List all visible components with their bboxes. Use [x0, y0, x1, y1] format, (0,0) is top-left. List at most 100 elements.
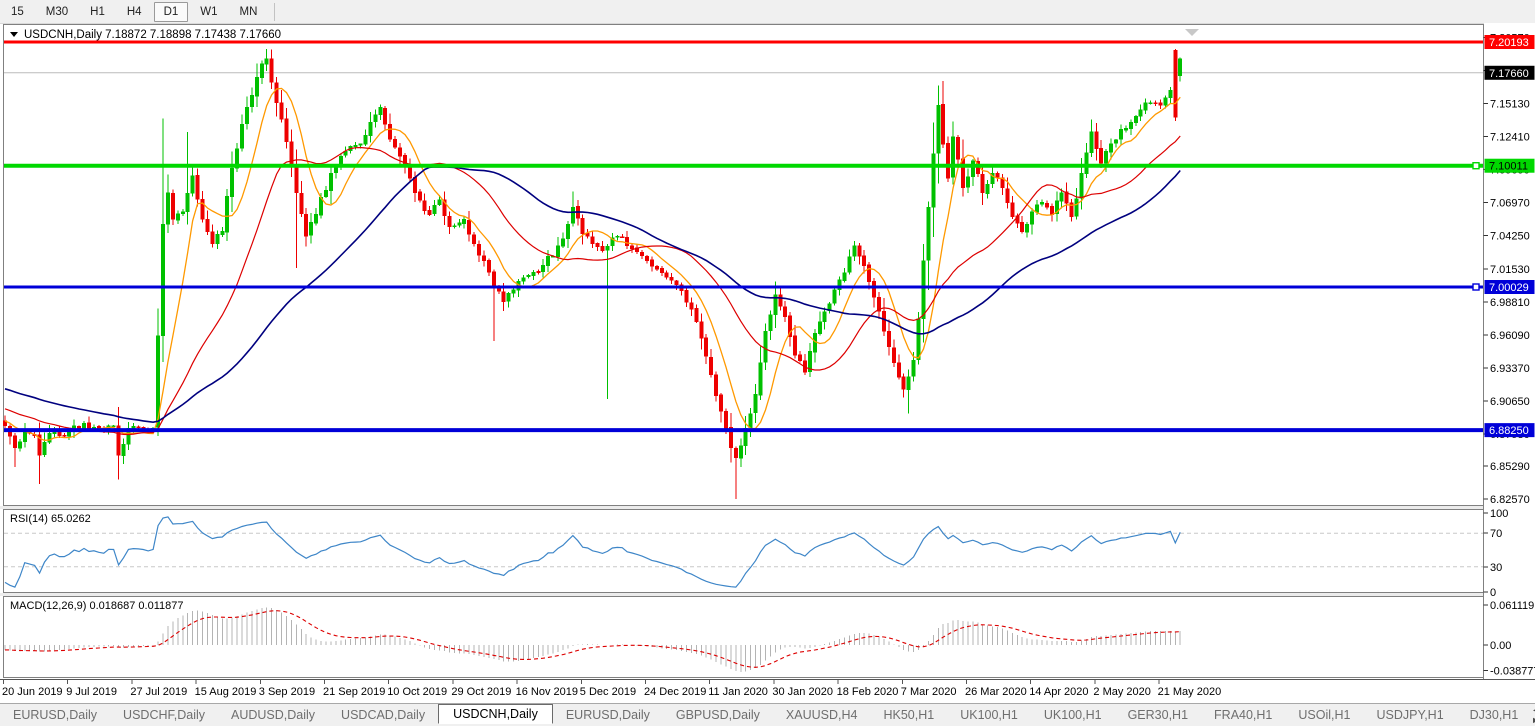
candle-body	[265, 59, 268, 65]
price-tag-text: 6.88250	[1489, 425, 1529, 437]
candle-body	[566, 224, 569, 238]
candle-body	[285, 119, 288, 142]
chart-tab-fra40-h1[interactable]: FRA40,H1	[1201, 706, 1285, 724]
candle-body	[606, 246, 609, 250]
candle-body	[1144, 103, 1147, 110]
chart-tab-gbpusd-daily[interactable]: GBPUSD,Daily	[663, 706, 773, 724]
time-tick-label: 27 Jul 2019	[130, 686, 187, 698]
tabbar-scroll-arrows[interactable]: ◄ ►	[1531, 705, 1535, 725]
candle-body	[714, 375, 717, 396]
candle-body	[1085, 153, 1088, 174]
candle-body	[507, 293, 510, 301]
candle-body	[1035, 205, 1038, 212]
price-tick-label: 7.06970	[1490, 198, 1530, 210]
time-tick-label: 11 Jan 2020	[708, 686, 768, 698]
timeframe-button-d1[interactable]: D1	[154, 2, 189, 22]
chart-tab-audusd-daily[interactable]: AUDUSD,Daily	[218, 706, 328, 724]
chart-tab-usdcnh-daily[interactable]: USDCNH,Daily	[438, 704, 553, 724]
candle-body	[1119, 129, 1122, 139]
candle-body	[556, 246, 559, 257]
hline-handle[interactable]	[1473, 284, 1479, 290]
price-tag-7.20193: 7.20193	[1485, 35, 1535, 49]
price-tick-label: 7.01530	[1490, 264, 1530, 276]
candle-body	[1021, 222, 1024, 231]
candle-body	[1179, 59, 1182, 76]
candle-body	[591, 237, 594, 244]
candle-body	[897, 363, 900, 377]
hline-handle[interactable]	[1473, 163, 1479, 169]
candle-body	[927, 207, 930, 260]
chart-tab-usdjpy-h1[interactable]: USDJPY,H1	[1363, 706, 1456, 724]
chart-tab-uk100-h1[interactable]: UK100,H1	[947, 706, 1031, 724]
candle-body	[601, 246, 604, 251]
rsi-tick-label: 100	[1490, 508, 1508, 520]
price-tick-label: 6.82570	[1490, 494, 1530, 506]
candle-body	[734, 448, 737, 457]
candle-body	[1100, 148, 1103, 163]
candle-body	[971, 161, 974, 177]
chart-tab-xauusd-h4[interactable]: XAUUSD,H4	[773, 706, 871, 724]
candle-body	[956, 137, 959, 159]
candle-body	[413, 178, 416, 193]
candle-body	[1129, 122, 1132, 128]
price-tag-7.00029: 7.00029	[1485, 280, 1535, 294]
candle-body	[423, 201, 426, 211]
candle-body	[675, 281, 678, 285]
timeframe-button-h1[interactable]: H1	[80, 2, 115, 22]
candle-body	[902, 377, 905, 390]
candle-body	[1134, 116, 1137, 122]
candle-body	[867, 265, 870, 282]
chart-tab-usoil-h1[interactable]: USOil,H1	[1285, 706, 1363, 724]
candle-body	[917, 319, 920, 360]
candle-body	[754, 394, 757, 413]
candle-body	[596, 243, 599, 246]
time-tick-label: 14 Apr 2020	[1029, 686, 1088, 698]
chart-tab-usdcad-daily[interactable]: USDCAD,Daily	[328, 706, 438, 724]
pane-separator-2[interactable]	[0, 593, 1535, 596]
candle-body	[833, 290, 836, 303]
timeframe-button-m30[interactable]: M30	[36, 2, 78, 22]
chart-tab-dj30-h1[interactable]: DJ30,H1	[1457, 706, 1532, 724]
timeframe-button-15[interactable]: 15	[1, 2, 34, 22]
candle-body	[630, 246, 633, 249]
rsi-tick-label: 30	[1490, 562, 1502, 574]
candle-body	[186, 193, 189, 212]
chart-tab-hk50-h1[interactable]: HK50,H1	[870, 706, 947, 724]
candle-body	[512, 290, 515, 294]
pane-separator-1[interactable]	[0, 506, 1535, 509]
candle-body	[408, 166, 411, 178]
candle-body	[245, 107, 248, 123]
chart-tab-eurusd-daily[interactable]: EURUSD,Daily	[553, 706, 663, 724]
chart-canvas[interactable]: USDCNH,Daily 7.18872 7.18898 7.17438 7.1…	[0, 23, 1535, 703]
price-tick-label: 7.04250	[1490, 231, 1530, 243]
chart-tab-ger30-h1[interactable]: GER30,H1	[1115, 706, 1201, 724]
candle-body	[779, 295, 782, 306]
candle-body	[1114, 140, 1117, 144]
candle-body	[161, 224, 164, 335]
candle-body	[532, 272, 535, 275]
chart-tab-eurusd-daily[interactable]: EURUSD,Daily	[0, 706, 110, 724]
candle-body	[724, 411, 727, 428]
time-tick-label: 18 Feb 2020	[837, 686, 899, 698]
candle-body	[1154, 103, 1157, 104]
time-tick-label: 20 Jun 2019	[2, 686, 63, 698]
candle-body	[863, 256, 866, 266]
candle-body	[922, 261, 925, 319]
candle-body	[384, 108, 387, 124]
candle-body	[739, 446, 742, 458]
candle-body	[858, 246, 861, 257]
candle-body	[87, 423, 90, 428]
timeframe-button-w1[interactable]: W1	[190, 2, 227, 22]
candle-body	[1025, 224, 1028, 232]
timeframe-button-h4[interactable]: H4	[117, 2, 152, 22]
timeframe-button-mn[interactable]: MN	[230, 2, 268, 22]
price-tag-7.10011: 7.10011	[1485, 159, 1535, 173]
candle-body	[171, 193, 174, 219]
candle-body	[996, 173, 999, 177]
candle-body	[1045, 203, 1048, 207]
candle-body	[275, 83, 278, 103]
candle-body	[216, 234, 219, 244]
chart-tab-uk100-h1[interactable]: UK100,H1	[1031, 706, 1115, 724]
chart-tab-usdchf-daily[interactable]: USDCHF,Daily	[110, 706, 218, 724]
